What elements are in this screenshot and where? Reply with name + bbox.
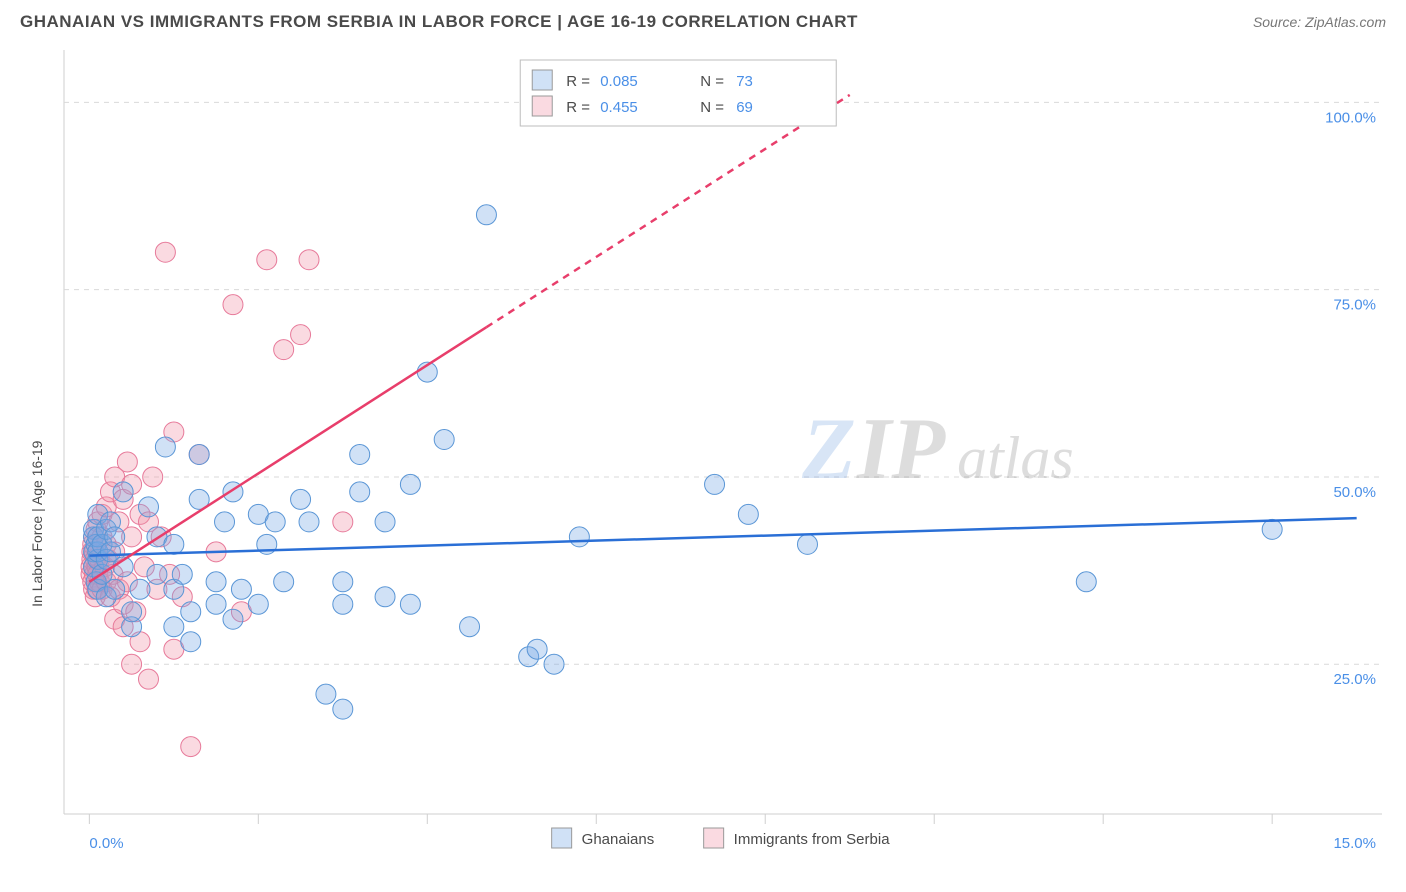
svg-text:atlas: atlas [957, 425, 1074, 491]
data-point [130, 579, 150, 599]
data-point [476, 205, 496, 225]
legend-swatch [704, 828, 724, 848]
data-point [155, 242, 175, 262]
data-point [206, 572, 226, 592]
legend-r-value: 0.455 [600, 99, 638, 116]
data-point [122, 602, 142, 622]
x-min-label: 0.0% [89, 835, 123, 852]
series-legend: Ghanaians Immigrants from Serbia [552, 828, 891, 848]
data-point [155, 437, 175, 457]
data-point [181, 602, 201, 622]
data-point [333, 512, 353, 532]
chart-title: GHANAIAN VS IMMIGRANTS FROM SERBIA IN LA… [20, 12, 858, 32]
legend-series-label: Immigrants from Serbia [734, 831, 891, 848]
legend-swatch [552, 828, 572, 848]
data-point [223, 295, 243, 315]
data-point [705, 474, 725, 494]
data-point [206, 594, 226, 614]
data-point [164, 617, 184, 637]
data-point [231, 579, 251, 599]
data-point [434, 429, 454, 449]
legend-n-label: N = [700, 99, 724, 116]
x-max-label: 15.0% [1333, 835, 1376, 852]
data-point [291, 325, 311, 345]
data-point [299, 250, 319, 270]
legend-r-value: 0.085 [600, 73, 638, 90]
trend-serbia [89, 95, 849, 582]
data-point [333, 594, 353, 614]
svg-text:Z: Z [801, 401, 856, 498]
correlation-legend: R = 0.085 N = 73 R = 0.455 N = 69 [520, 60, 836, 126]
series-ghanaians [84, 205, 1283, 719]
chart-source: Source: ZipAtlas.com [1253, 14, 1386, 30]
data-point [797, 534, 817, 554]
data-point [181, 632, 201, 652]
data-point [333, 699, 353, 719]
data-point [350, 444, 370, 464]
data-point [265, 512, 285, 532]
legend-n-value: 73 [736, 73, 753, 90]
data-point [291, 489, 311, 509]
y-tick-label: 100.0% [1325, 109, 1376, 126]
data-point [375, 587, 395, 607]
y-tick-label: 25.0% [1333, 671, 1376, 688]
y-tick-label: 75.0% [1333, 297, 1376, 314]
data-point [189, 444, 209, 464]
data-point [333, 572, 353, 592]
data-point [117, 452, 137, 472]
legend-r-label: R = [566, 99, 590, 116]
data-point [138, 497, 158, 517]
data-point [147, 564, 167, 584]
data-point [460, 617, 480, 637]
data-point [223, 609, 243, 629]
data-point [316, 684, 336, 704]
y-tick-label: 50.0% [1333, 484, 1376, 501]
data-point [113, 482, 133, 502]
data-point [400, 474, 420, 494]
data-point [122, 654, 142, 674]
data-point [350, 482, 370, 502]
data-point [215, 512, 235, 532]
data-point [527, 639, 547, 659]
data-point [1262, 519, 1282, 539]
legend-swatch [532, 96, 552, 116]
data-point [400, 594, 420, 614]
data-point [143, 467, 163, 487]
data-point [375, 512, 395, 532]
data-point [569, 527, 589, 547]
watermark: ZIPatlas [801, 401, 1074, 498]
legend-series-label: Ghanaians [582, 831, 655, 848]
data-point [105, 527, 125, 547]
data-point [172, 564, 192, 584]
data-point [274, 340, 294, 360]
data-point [105, 579, 125, 599]
data-point [248, 594, 268, 614]
y-axis-title: In Labor Force | Age 16-19 [29, 440, 45, 607]
data-point [738, 504, 758, 524]
data-point [181, 737, 201, 757]
data-point [164, 534, 184, 554]
data-point [1076, 572, 1096, 592]
svg-text:IP: IP [856, 401, 946, 498]
legend-n-value: 69 [736, 99, 753, 116]
data-point [257, 250, 277, 270]
legend-swatch [532, 70, 552, 90]
data-point [138, 669, 158, 689]
data-point [299, 512, 319, 532]
scatter-chart: 25.0% 50.0% 75.0% 100.0% 0.0% 15.0% In Labor F… [20, 44, 1390, 884]
data-point [544, 654, 564, 674]
legend-r-label: R = [566, 73, 590, 90]
data-point [274, 572, 294, 592]
legend-n-label: N = [700, 73, 724, 90]
